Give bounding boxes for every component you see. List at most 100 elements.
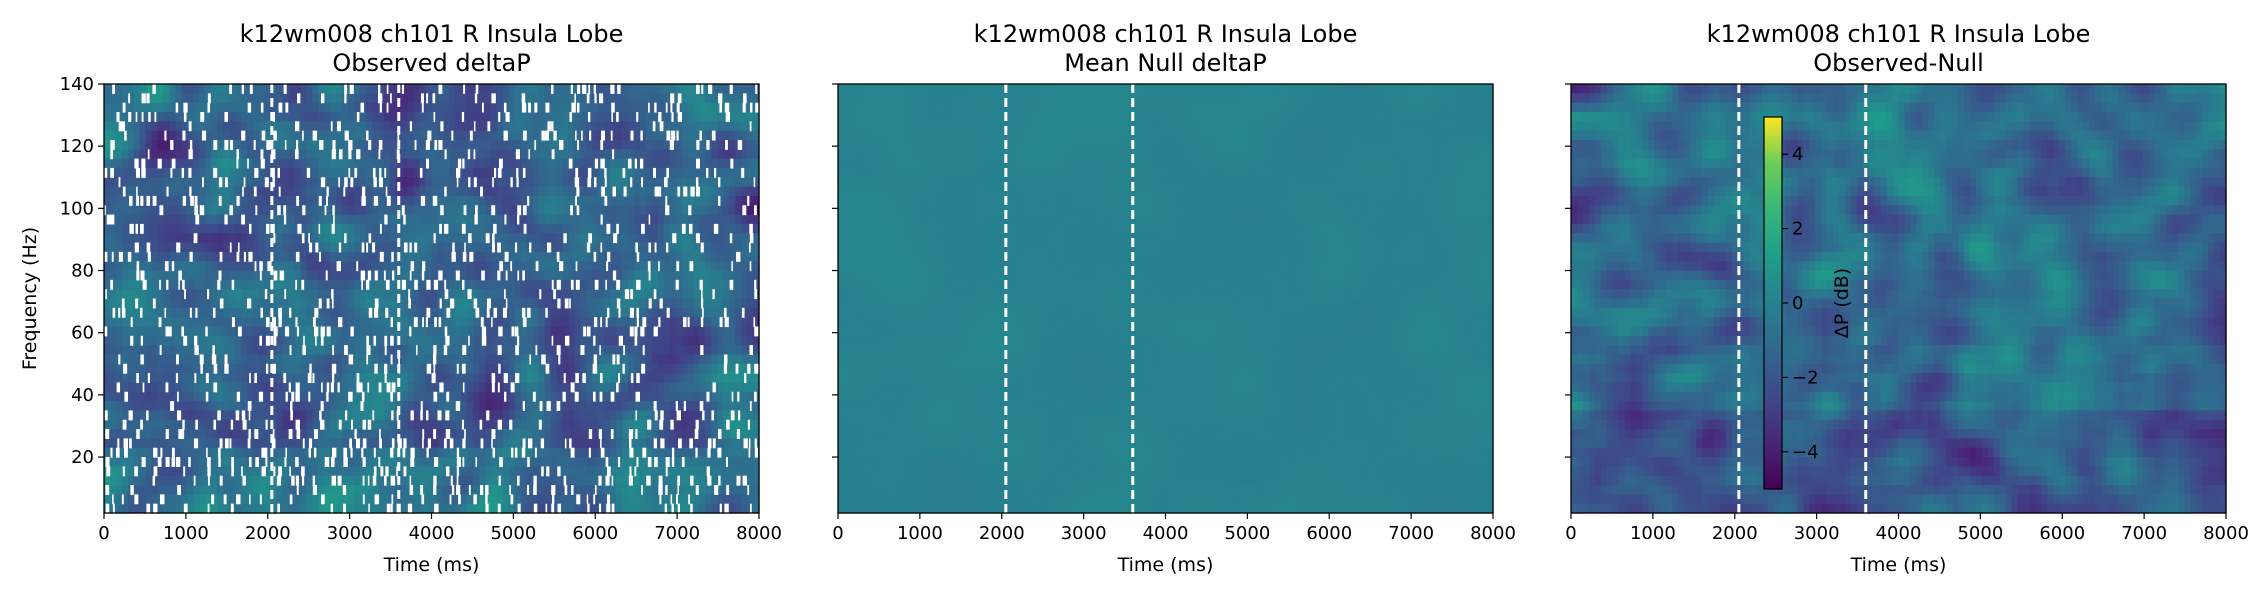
heatmap-cell	[461, 354, 468, 365]
heatmap-cell	[562, 121, 570, 132]
heatmap-cell	[657, 158, 665, 169]
heatmap-cell	[348, 345, 355, 356]
heatmap-cell	[699, 158, 706, 169]
heatmap-cell	[389, 466, 397, 477]
heatmap-cell	[276, 429, 284, 439]
heatmap-cell	[479, 289, 486, 300]
heatmap-cell	[282, 354, 290, 365]
heatmap-cell	[437, 279, 444, 290]
heatmap-cell	[133, 317, 141, 328]
heatmap-cell	[580, 298, 587, 309]
heatmap-cell	[407, 177, 415, 188]
heatmap-cell	[366, 363, 373, 374]
heatmap-cell	[580, 335, 587, 346]
heatmap-cell	[205, 205, 212, 216]
heatmap-cell	[645, 149, 653, 160]
heatmap-cell	[532, 158, 540, 169]
heatmap-cell	[443, 121, 450, 132]
heatmap-cell	[747, 419, 754, 430]
heatmap-cell	[312, 382, 319, 393]
heatmap-cell	[699, 466, 706, 477]
heatmap-cell	[133, 401, 141, 412]
heatmap-cell	[145, 335, 153, 346]
heatmap-cell	[246, 233, 254, 244]
heatmap-cell	[437, 233, 444, 244]
heatmap-cell	[145, 121, 153, 132]
heatmap-cell	[282, 270, 290, 281]
heatmap-cell	[419, 223, 427, 234]
heatmap-cell	[586, 410, 593, 421]
heatmap-cell	[705, 205, 712, 216]
heatmap-cell	[729, 177, 736, 188]
heatmap-cell	[592, 139, 599, 150]
heatmap-cell	[497, 279, 504, 290]
heatmap-cell	[485, 130, 492, 141]
heatmap-cell	[443, 457, 450, 467]
heatmap-cell	[235, 503, 242, 514]
heatmap-cell	[288, 233, 296, 244]
heatmap-cell	[145, 475, 153, 486]
heatmap-cell	[669, 149, 677, 160]
heatmap-cell	[437, 419, 444, 430]
heatmap-cell	[258, 121, 266, 132]
heatmap-cell	[109, 429, 117, 439]
heatmap-cell	[449, 345, 456, 356]
heatmap-cell	[633, 214, 641, 225]
heatmap-cell	[235, 317, 242, 328]
heatmap-cell	[723, 167, 730, 178]
heatmap-cell	[502, 447, 510, 458]
heatmap-cell	[651, 354, 659, 365]
heatmap-cell	[699, 223, 706, 234]
heatmap-cell	[592, 149, 599, 160]
heatmap-cell	[163, 289, 171, 300]
heatmap-cell	[217, 503, 224, 514]
heatmap-cell	[258, 223, 266, 234]
heatmap-cell	[491, 195, 498, 206]
heatmap-cell	[461, 326, 468, 337]
heatmap-cell	[413, 289, 421, 300]
heatmap-cell	[288, 317, 296, 328]
heatmap-cell	[729, 335, 736, 346]
heatmap-cell	[711, 457, 718, 467]
heatmap-cell	[336, 410, 343, 421]
heatmap-cell	[240, 438, 248, 449]
heatmap-cell	[568, 363, 575, 374]
heatmap-cell	[306, 419, 313, 430]
heatmap-cell	[169, 326, 177, 337]
heatmap-cell	[223, 410, 230, 421]
heatmap-cell	[366, 354, 373, 365]
heatmap-cell	[252, 270, 260, 281]
heatmap-cell	[229, 373, 236, 384]
heatmap-cell	[300, 261, 308, 272]
heatmap-cell	[532, 130, 540, 141]
heatmap-cell	[628, 345, 635, 356]
heatmap-cell	[568, 410, 575, 421]
heatmap-cell	[288, 121, 296, 132]
heatmap-cell	[562, 111, 570, 122]
heatmap-cell	[723, 494, 730, 505]
heatmap-cell	[467, 214, 474, 225]
heatmap-cell	[383, 391, 391, 402]
heatmap-cell	[276, 363, 284, 374]
heatmap-cell	[544, 447, 552, 458]
heatmap-cell	[300, 84, 308, 94]
heatmap-cell	[413, 195, 421, 206]
heatmap-cell	[693, 93, 701, 104]
heatmap-cell	[258, 410, 266, 421]
heatmap-cell	[371, 111, 379, 122]
heatmap-cell	[104, 317, 111, 328]
heatmap-cell	[294, 438, 302, 449]
heatmap-cell	[246, 419, 254, 430]
heatmap-cell	[300, 177, 308, 188]
heatmap-cell	[217, 326, 224, 337]
heatmap-cell	[294, 130, 302, 141]
heatmap-cell	[657, 429, 665, 439]
heatmap-cell	[663, 447, 671, 458]
heatmap-cell	[622, 391, 629, 402]
heatmap-cell	[383, 270, 391, 281]
heatmap-cell	[133, 457, 141, 467]
heatmap-cell	[544, 354, 552, 365]
heatmap-cell	[538, 261, 546, 272]
heatmap-cell	[330, 102, 337, 113]
heatmap-cell	[681, 335, 689, 346]
